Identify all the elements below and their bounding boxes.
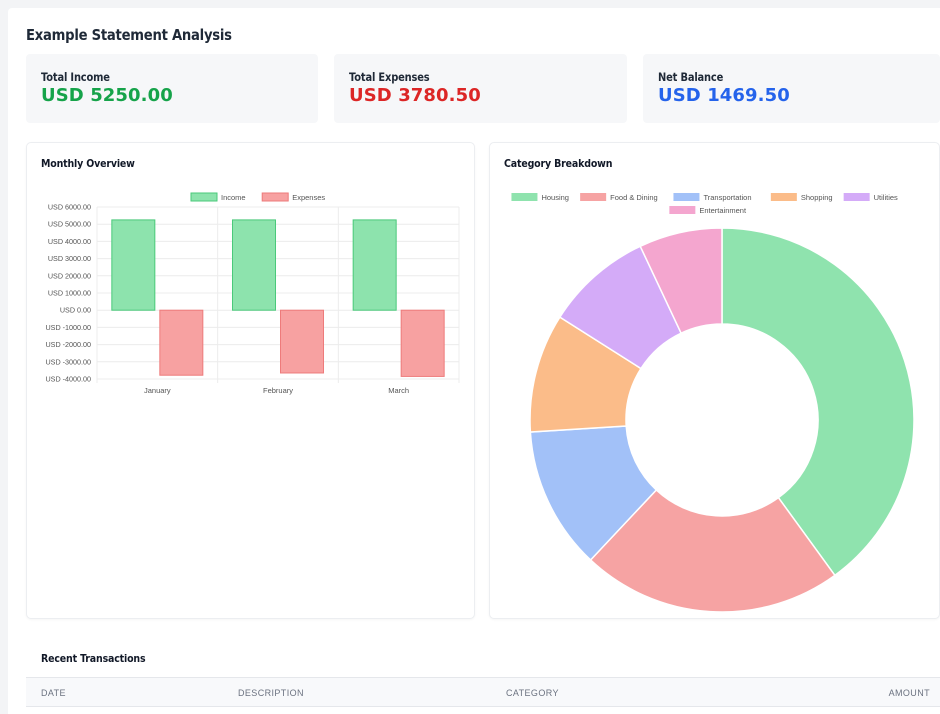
category-breakdown-title: Category Breakdown [504,157,613,170]
legend-item-expenses[interactable]: Expenses [261,192,325,202]
total-expenses-label: Total Expenses [349,70,430,84]
net-balance-value: USD 1469.50 [658,85,790,106]
y-tick-label: USD 4000.00 [48,237,91,246]
y-tick-label: USD -2000.00 [45,340,91,349]
x-tick-label: January [144,386,171,395]
column-date[interactable]: DATE [41,688,66,698]
y-tick-label: USD 5000.00 [48,220,91,229]
net-balance-card: Net Balance USD 1469.50 [643,54,940,123]
slice-housing[interactable] [721,227,915,577]
legend-item-food-dining[interactable]: Food & Dining [580,193,658,202]
x-tick-label: February [263,386,293,395]
legend-swatch [843,193,870,201]
legend-label: Shopping [801,193,833,202]
legend-item-housing[interactable]: Housing [511,193,569,202]
legend-item-transportation[interactable]: Transportation [673,193,752,202]
legend-label: Housing [541,193,569,202]
total-expenses-card: Total Expenses USD 3780.50 [334,54,627,123]
legend-swatch [190,192,218,202]
column-amount[interactable]: AMOUNT [888,688,930,698]
legend-item-income[interactable]: Income [190,192,246,202]
bar-expenses-february[interactable] [280,309,324,374]
legend-label: Transportation [703,193,751,202]
legend-item-entertainment[interactable]: Entertainment [669,206,747,215]
net-balance-label: Net Balance [658,70,724,84]
total-income-label: Total Income [41,70,110,84]
bar-expenses-january[interactable] [159,309,204,376]
page-title: Example Statement Analysis [26,26,232,44]
y-tick-label: USD -4000.00 [45,375,91,384]
y-tick-label: USD 2000.00 [48,271,91,280]
category-breakdown-panel: Category Breakdown Housing Food & Dining T… [489,142,940,619]
bar-income-january[interactable] [111,219,156,311]
legend-label: Entertainment [699,206,747,215]
legend-label: Income [221,193,246,202]
bar-income-february[interactable] [232,219,276,311]
recent-transactions-title: Recent Transactions [41,652,146,665]
y-tick-label: USD 6000.00 [48,203,91,212]
total-income-card: Total Income USD 5250.00 [26,54,318,123]
legend-label: Utilities [874,193,898,202]
monthly-overview-title: Monthly Overview [41,157,135,170]
total-income-value: USD 5250.00 [41,85,173,106]
legend-swatch [511,193,538,201]
legend-item-shopping[interactable]: Shopping [770,193,833,202]
total-expenses-value: USD 3780.50 [349,85,481,106]
legend-label: Expenses [292,193,325,202]
monthly-overview-panel: Monthly Overview Income Expenses USD 6000.… [26,142,475,619]
legend-swatch [669,206,696,214]
y-tick-label: USD 0.00 [60,306,91,315]
legend-swatch [580,193,607,201]
column-category[interactable]: CATEGORY [506,688,559,698]
legend-label: Food & Dining [610,193,658,202]
bar-income-march[interactable] [352,219,397,311]
bar-expenses-march[interactable] [400,309,445,377]
category-breakdown-chart: Housing Food & Dining Transportation Shoppi… [511,193,915,613]
y-tick-label: USD 3000.00 [48,254,91,263]
dashboard-page: Example Statement Analysis Total Income … [8,8,940,714]
legend-swatch [770,193,797,201]
x-tick-label: March [388,386,409,395]
column-description[interactable]: DESCRIPTION [238,688,304,698]
transactions-table-header: DATE DESCRIPTION CATEGORY AMOUNT [26,677,940,707]
slice-food-dining[interactable] [589,488,836,613]
monthly-overview-chart: Income Expenses USD 6000.00 USD 5000.00 USD … [45,192,460,395]
y-tick-label: USD 1000.00 [48,289,91,298]
legend-swatch [673,193,700,201]
y-tick-label: USD -3000.00 [45,357,91,366]
slice-entertainment[interactable] [639,227,723,335]
y-tick-label: USD -1000.00 [45,323,91,332]
legend-item-utilities[interactable]: Utilities [843,193,898,202]
legend-swatch [261,192,289,202]
